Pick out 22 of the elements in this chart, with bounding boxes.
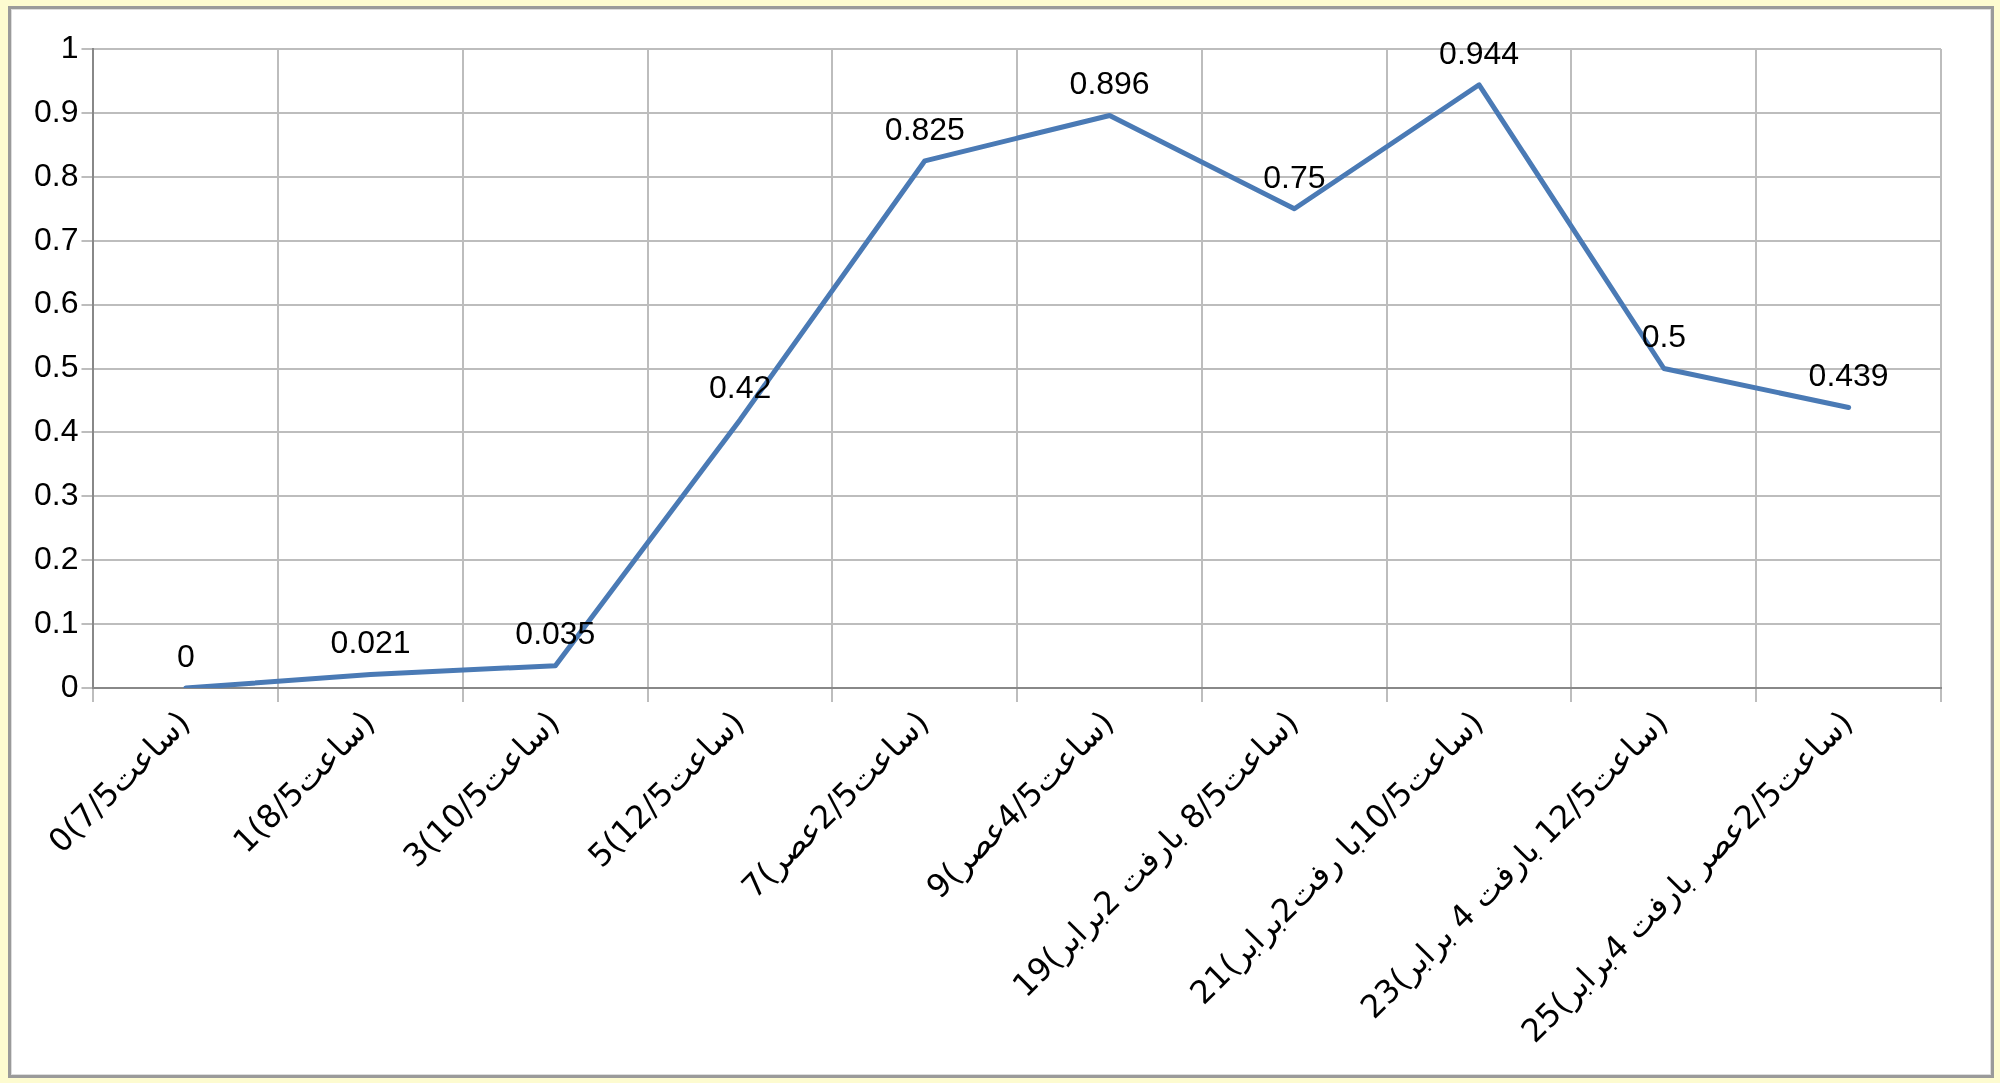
y-tick-label: 0.4 (34, 412, 79, 449)
x-tick-label: 3(ساعت10/5) (395, 703, 567, 875)
data-label: 0.944 (1439, 34, 1520, 71)
y-tick-label: 0.7 (34, 220, 79, 257)
x-tick-label: 1(ساعت8/5) (225, 703, 383, 861)
data-label: 0.896 (1069, 65, 1150, 102)
y-tick-label: 0.6 (34, 284, 79, 321)
y-tick-label: 0.9 (34, 92, 79, 129)
x-tick-label: 0(ساعت7/5) (40, 703, 198, 861)
data-label: 0.439 (1808, 357, 1889, 394)
y-tick-label: 1 (60, 28, 79, 65)
data-label: 0.021 (330, 624, 411, 661)
data-label: 0.825 (884, 110, 965, 147)
y-tick-label: 0.3 (34, 476, 79, 513)
data-label: 0 (176, 637, 195, 674)
data-label: 0.75 (1263, 158, 1326, 195)
y-tick-label: 0.1 (34, 603, 79, 640)
data-label: 0.5 (1641, 318, 1687, 355)
y-tick-label: 0.5 (34, 348, 79, 385)
y-tick-label: 0.2 (34, 540, 79, 577)
y-tick-label: 0 (60, 667, 79, 704)
y-tick-label: 0.8 (34, 156, 79, 193)
